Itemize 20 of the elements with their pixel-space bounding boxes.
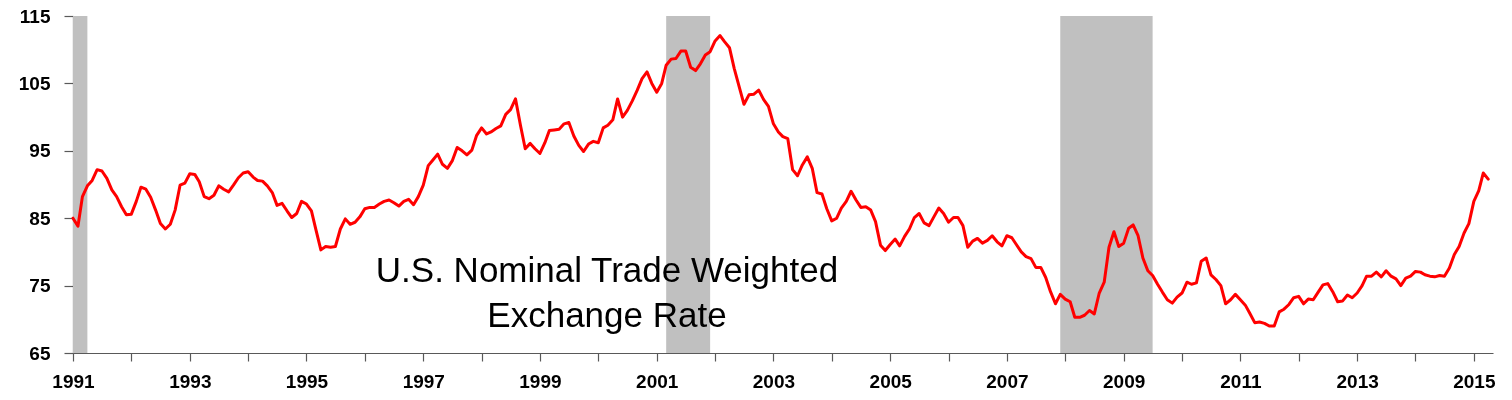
x-tick-label: 1999 xyxy=(519,370,562,392)
x-tick-label: 2013 xyxy=(1336,370,1379,392)
x-tick-label: 2005 xyxy=(869,370,913,392)
x-tick-label: 2011 xyxy=(1220,370,1262,392)
x-tick-label: 2001 xyxy=(636,370,679,392)
y-tick-label: 65 xyxy=(29,342,51,364)
x-tick-label: 2015 xyxy=(1453,370,1496,392)
x-tick-label: 2007 xyxy=(986,370,1029,392)
y-tick-label: 105 xyxy=(18,72,51,94)
y-tick-label: 95 xyxy=(29,140,51,162)
y-tick-label: 85 xyxy=(29,207,51,229)
text: U.S. Nominal Trade Weighted Exchange Rate xyxy=(375,250,839,334)
y-tick-label: 75 xyxy=(29,275,51,297)
x-tick-label: 2009 xyxy=(1103,370,1146,392)
x-tick-label: 1993 xyxy=(169,370,212,392)
y-tick-label: 115 xyxy=(19,5,51,27)
x-tick-label: 1991 xyxy=(52,370,96,392)
x-tick-label: 1997 xyxy=(402,370,445,392)
x-tick-label: 2003 xyxy=(752,370,796,392)
x-tick-label: 1995 xyxy=(285,370,329,392)
